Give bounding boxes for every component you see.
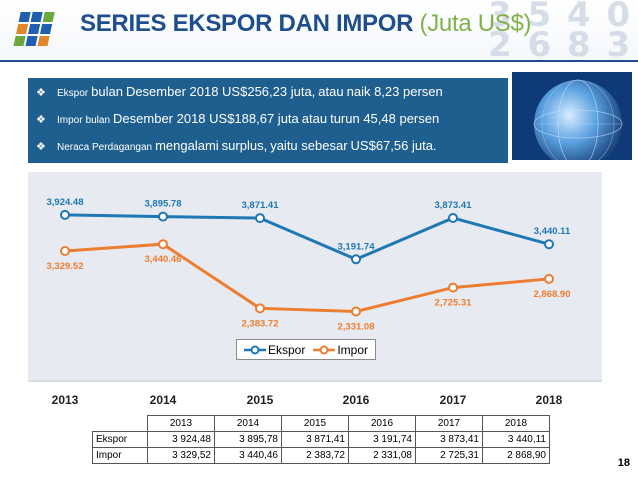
table-corner-cell xyxy=(93,416,148,432)
series-line-impor xyxy=(64,242,550,314)
table-year-cell: 2014 xyxy=(214,415,282,432)
legend-item-impor: Impor xyxy=(313,343,368,357)
table-cell: 2 331,08 xyxy=(348,447,416,464)
x-tick-label: 2016 xyxy=(342,393,370,407)
diamond-bullet-icon: ❖ xyxy=(36,114,46,126)
globe-image xyxy=(512,72,632,160)
table-year-cell: 2017 xyxy=(415,415,483,432)
table-year-cell: 2013 xyxy=(147,415,215,432)
data-point-impor xyxy=(60,245,70,256)
table-row: Ekspor 3 924,48 3 895,78 3 871,41 3 191,… xyxy=(92,431,550,448)
data-point-impor xyxy=(544,273,554,284)
table-cell: 3 440,46 xyxy=(214,447,282,464)
legend-swatch-ekspor xyxy=(243,345,266,354)
diamond-bullet-icon: ❖ xyxy=(36,141,46,153)
data-point-ekspor xyxy=(158,211,168,222)
summary-text: surplus, xyxy=(221,138,268,153)
summary-bullet-row: ❖ Ekspor bulan Desember 2018 US$256,23 juta… xyxy=(36,84,443,104)
table-cell: 3 440,11 xyxy=(482,431,550,448)
data-label-ekspor: 3,871.41 xyxy=(242,200,280,211)
chart-legend: Ekspor Impor xyxy=(236,339,376,360)
data-point-ekspor xyxy=(448,212,458,223)
data-label-ekspor: 3,895.78 xyxy=(145,199,182,210)
table-year-cell: 2018 xyxy=(482,415,550,432)
bps-logo-icon xyxy=(13,12,55,46)
page-number: 18 xyxy=(617,457,630,469)
summary-bullet-row: ❖ Impor bulan Desember 2018 US$188,67 juta a… xyxy=(36,111,439,131)
summary-text: Neraca Perdagangan xyxy=(57,142,153,153)
line-chart: 3,924.48 3,895.78 3,871.41 3,191.74 3,873.41… xyxy=(28,197,602,382)
table-cell: 3 895,78 xyxy=(214,431,282,448)
data-point-ekspor xyxy=(544,239,554,250)
data-table: 2013 2014 2015 2016 2017 2018 Ekspor 3 9… xyxy=(92,415,550,464)
table-cell: 3 873,41 xyxy=(415,431,483,448)
x-tick-label: 2013 xyxy=(51,393,79,407)
data-label-impor: 2,383.72 xyxy=(242,318,279,329)
legend-item-ekspor: Ekspor xyxy=(243,342,306,357)
summary-text: Desember 2018 US$256,23 juta, xyxy=(125,84,316,99)
x-tick-label: 2018 xyxy=(535,393,563,407)
table-cell: 2 383,72 xyxy=(281,447,349,464)
legend-label-ekspor: Ekspor xyxy=(267,342,306,357)
data-point-impor xyxy=(158,239,168,250)
summary-text: yaitu sebesar xyxy=(270,138,348,153)
series-line-ekspor xyxy=(64,213,550,261)
data-point-ekspor xyxy=(60,209,70,220)
summary-text: bulan xyxy=(85,115,111,126)
summary-text: naik 8,23 persen xyxy=(346,84,443,99)
data-label-impor: 2,331.08 xyxy=(338,322,375,333)
table-header-row: 2013 2014 2015 2016 2017 2018 xyxy=(93,415,550,432)
summary-text: mengalami xyxy=(155,138,219,153)
data-point-impor xyxy=(351,306,361,317)
table-row-label: Ekspor xyxy=(92,431,148,448)
data-label-impor: 3,440.46 xyxy=(145,254,182,265)
diamond-bullet-icon: ❖ xyxy=(36,87,46,99)
page-title-unit: (Juta US$) xyxy=(419,10,532,37)
x-tick-label: 2014 xyxy=(149,393,177,407)
table-cell: 3 924,48 xyxy=(147,431,215,448)
summary-text: turun 45,48 persen xyxy=(330,111,440,126)
table-row: Impor 3 329,52 3 440,46 2 383,72 2 331,0… xyxy=(92,447,550,464)
summary-text: Impor xyxy=(57,115,83,126)
x-tick-label: 2015 xyxy=(246,393,274,407)
data-label-ekspor: 3,873.41 xyxy=(435,200,473,211)
table-row-label: Impor xyxy=(92,447,148,464)
summary-text: Desember 2018 US$188,67 juta xyxy=(113,111,299,126)
summary-bullet-row: ❖ Neraca Perdagangan mengalami surplus, yait… xyxy=(36,138,437,158)
table-cell: 3 871,41 xyxy=(281,431,349,448)
data-label-impor: 2,868.90 xyxy=(534,289,571,300)
header-divider xyxy=(0,60,638,62)
table-cell: 2 868,90 xyxy=(482,447,550,464)
table-cell: 3 191,74 xyxy=(348,431,416,448)
table-year-cell: 2015 xyxy=(281,415,349,432)
data-point-ekspor xyxy=(351,254,361,265)
summary-text: Ekspor xyxy=(57,88,89,99)
data-label-ekspor: 3,191.74 xyxy=(338,241,376,252)
summary-text: atau xyxy=(318,84,344,99)
summary-text: bulan xyxy=(91,84,123,99)
data-point-impor xyxy=(255,303,265,314)
x-tick-label: 2017 xyxy=(439,393,467,407)
data-label-ekspor: 3,924.48 xyxy=(47,197,84,208)
summary-box: ❖ Ekspor bulan Desember 2018 US$256,23 juta… xyxy=(28,78,508,163)
table-year-cell: 2016 xyxy=(348,415,416,432)
slide-header: 3 5 4 0 2 6 8 3 7 1 9 4 5 8 SERIES EKSPO… xyxy=(0,0,638,62)
legend-swatch-impor xyxy=(313,345,336,354)
legend-label-impor: Impor xyxy=(337,342,369,357)
page-title: SERIES EKSPOR DAN IMPOR (Juta US$) xyxy=(80,10,532,38)
summary-text: US$67,56 juta. xyxy=(350,138,437,153)
chart-panel: 3,924.48 3,895.78 3,871.41 3,191.74 3,873.41… xyxy=(28,172,602,382)
data-label-impor: 3,329.52 xyxy=(47,261,84,272)
page-title-main: SERIES EKSPOR DAN IMPOR xyxy=(80,10,414,37)
data-label-ekspor: 3,440.11 xyxy=(534,226,571,237)
data-point-impor xyxy=(448,282,458,293)
table-cell: 2 725,31 xyxy=(415,447,483,464)
summary-text: atau xyxy=(301,111,328,126)
data-label-impor: 2,725.31 xyxy=(435,298,473,309)
table-cell: 3 329,52 xyxy=(147,447,215,464)
data-point-ekspor xyxy=(255,213,265,224)
